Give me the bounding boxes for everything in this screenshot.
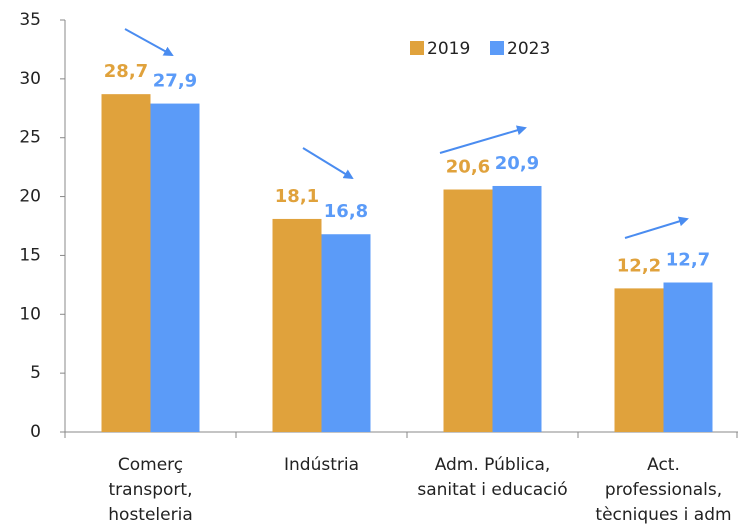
- value-label: 27,9: [153, 71, 197, 92]
- bar: [150, 103, 200, 432]
- bar: [663, 282, 713, 432]
- legend-label: 2023: [507, 39, 550, 59]
- x-tick-label: Act. professionals, tècniques i adm: [595, 455, 731, 525]
- arrow: [624, 216, 689, 239]
- arrow: [439, 125, 527, 154]
- bar: [101, 94, 151, 432]
- x-tick-label: Comerç transport, hosteleria: [108, 455, 192, 525]
- value-label: 28,7: [104, 61, 148, 82]
- arrow: [124, 28, 174, 56]
- bar: [492, 185, 542, 432]
- arrow: [302, 147, 354, 180]
- trend-arrows: [124, 28, 689, 239]
- bar: [272, 218, 322, 432]
- y-tick-label: 5: [30, 363, 41, 383]
- x-tick-label: Adm. Pública, sanitat i educació: [417, 455, 567, 500]
- legend-swatch: [410, 41, 424, 55]
- y-tick-label: 30: [19, 69, 41, 89]
- y-tick-label: 25: [19, 128, 41, 148]
- y-tick-label: 35: [19, 10, 41, 30]
- bar: [614, 288, 664, 432]
- value-label: 20,9: [495, 153, 539, 174]
- y-tick-label: 10: [19, 304, 41, 324]
- x-tick-label: Indústria: [284, 455, 359, 475]
- value-label: 16,8: [324, 201, 368, 222]
- legend-label: 2019: [427, 39, 470, 59]
- y-tick-label: 0: [30, 422, 41, 442]
- y-tick-label: 20: [19, 187, 41, 207]
- value-label: 12,7: [666, 250, 710, 271]
- bar: [443, 189, 493, 432]
- value-label: 18,1: [275, 186, 319, 207]
- y-tick-label: 15: [19, 245, 41, 265]
- bar: [321, 234, 371, 432]
- value-label: 12,2: [617, 255, 661, 276]
- legend-swatch: [490, 41, 504, 55]
- value-label: 20,6: [446, 157, 490, 178]
